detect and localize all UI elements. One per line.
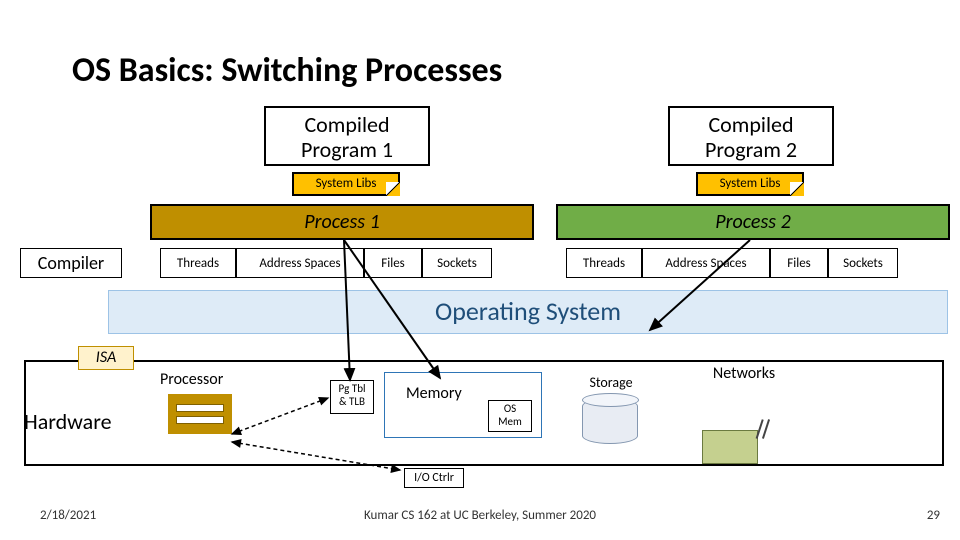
program-2-box: Compiled Program 2 <box>668 106 834 166</box>
pgtbl-tlb-box: Pg Tbl & TLB <box>330 380 374 414</box>
p1-threads: Threads <box>160 248 236 278</box>
footer-center: Kumar CS 162 at UC Berkeley, Summer 2020 <box>300 508 660 523</box>
p1-address-spaces: Address Spaces <box>236 248 364 278</box>
process-2-box: Process 2 <box>556 204 950 240</box>
fold-icon <box>386 182 400 196</box>
process-2-resources: Threads Address Spaces Files Sockets <box>566 248 898 278</box>
network-card-icon <box>702 430 758 464</box>
memory-label: Memory <box>406 384 462 403</box>
page-title: OS Basics: Switching Processes <box>72 50 502 91</box>
fold-icon <box>790 182 804 196</box>
p1-sockets: Sockets <box>422 248 492 278</box>
footer-date: 2/18/2021 <box>40 508 96 523</box>
compiler-box: Compiler <box>20 248 122 278</box>
cpu-icon <box>168 394 232 434</box>
system-libs-1-label: System Libs <box>316 176 377 191</box>
p1-files: Files <box>364 248 422 278</box>
p2-sockets: Sockets <box>828 248 898 278</box>
isa-box: ISA <box>78 346 134 370</box>
networks-label: Networks <box>694 364 794 383</box>
process-1-resources: Threads Address Spaces Files Sockets <box>160 248 492 278</box>
footer-page-number: 29 <box>900 508 940 523</box>
system-libs-2: System Libs <box>696 172 804 196</box>
operating-system-bar: Operating System <box>108 290 948 334</box>
program-1-box: Compiled Program 1 <box>264 106 430 166</box>
p2-threads: Threads <box>566 248 642 278</box>
storage-icon <box>582 398 638 444</box>
process-1-box: Process 1 <box>150 204 534 240</box>
p2-address-spaces: Address Spaces <box>642 248 770 278</box>
system-libs-2-label: System Libs <box>720 176 781 191</box>
os-mem-box: OS Mem <box>488 400 532 432</box>
processor-label: Processor <box>160 370 223 389</box>
p2-files: Files <box>770 248 828 278</box>
storage-label: Storage <box>576 374 646 391</box>
system-libs-1: System Libs <box>292 172 400 196</box>
hardware-label: Hardware <box>24 408 112 435</box>
io-controller-box: I/O Ctrlr <box>404 468 464 488</box>
